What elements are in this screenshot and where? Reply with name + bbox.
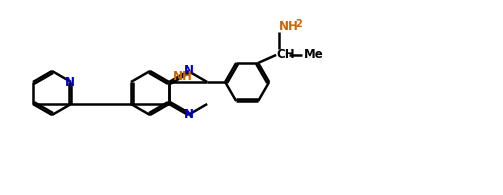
Text: 2: 2 <box>295 19 302 29</box>
Text: NH: NH <box>279 20 299 34</box>
Text: CH: CH <box>276 48 295 61</box>
Text: N: N <box>184 108 194 121</box>
Text: NH: NH <box>173 71 193 83</box>
Text: Me: Me <box>304 48 324 61</box>
Text: N: N <box>65 75 75 89</box>
Text: N: N <box>184 65 194 77</box>
